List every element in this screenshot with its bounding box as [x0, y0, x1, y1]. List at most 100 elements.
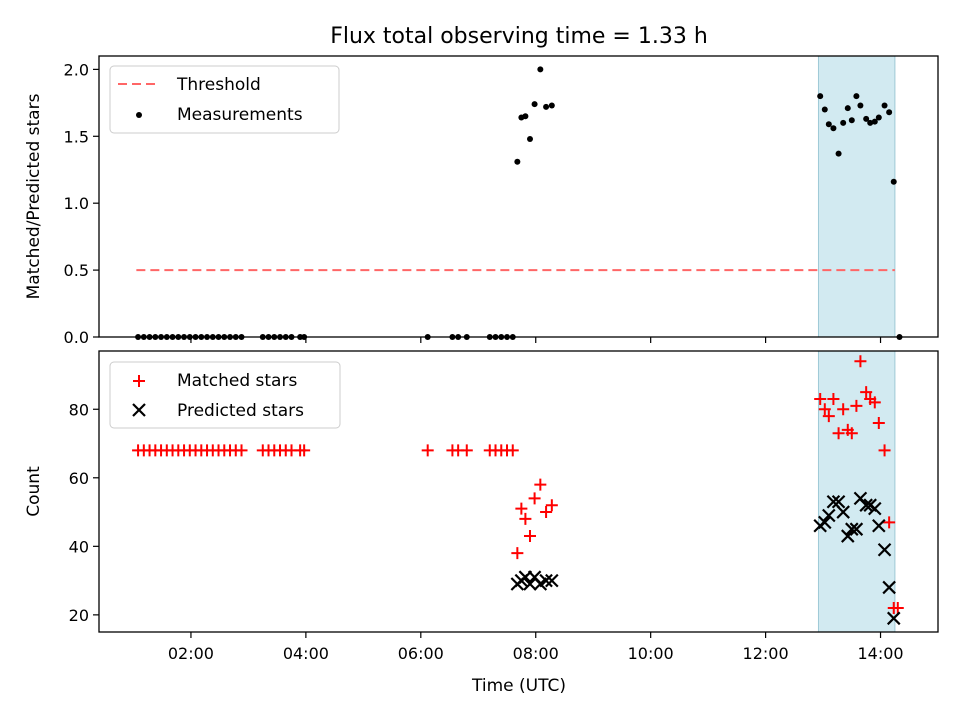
predicted-star-point [882, 580, 896, 595]
measurement-point [537, 66, 544, 73]
measurement-point [526, 135, 533, 142]
matched-star-point [822, 410, 835, 423]
matched-star-point [868, 396, 881, 409]
measurement-point [835, 150, 842, 157]
matched-star-point [545, 499, 558, 512]
predicted-star-point [845, 522, 859, 536]
axes-frame [98, 55, 939, 338]
predicted-star-point [545, 573, 559, 588]
predicted-star-point [818, 515, 832, 530]
predicted-star-point [826, 495, 841, 509]
predicted-star-point [849, 522, 864, 536]
predicted-star-point [872, 518, 886, 533]
matched-star-point [845, 427, 858, 440]
measurement-point [548, 102, 555, 109]
y-tick-label: 60 [69, 469, 89, 488]
matched-star-point [540, 506, 553, 519]
x-tick-label: 08:00 [513, 644, 559, 663]
legend-measurements-label: Measurements [177, 105, 303, 125]
y-tick-label: 20 [69, 606, 89, 625]
x-axis-label: Time (UTC) [471, 676, 566, 696]
matched-star-point [534, 478, 547, 491]
matched-star-point [519, 512, 532, 525]
matched-star-point [814, 392, 827, 405]
measurement-point [863, 115, 870, 122]
x-tick-label: 10:00 [628, 644, 674, 663]
matched-star-point [872, 416, 885, 429]
matched-star-point [421, 444, 434, 457]
measurement-point [821, 106, 828, 113]
matched-star-point [878, 444, 891, 457]
x-ticks [190, 337, 882, 343]
predicted-star-point [841, 529, 855, 543]
matched-star-point [528, 492, 541, 505]
legend: Matched stars Predicted stars [109, 361, 341, 429]
predicted-star-point [868, 501, 882, 516]
measurement-point [853, 93, 860, 100]
measurement-point [890, 178, 897, 185]
ratio-panel: 0.00.51.01.52.0 Matched/Predicted stars … [24, 55, 939, 347]
measurement-point [867, 119, 874, 126]
legend-box [109, 361, 341, 429]
legend-predicted-label: Predicted stars [177, 401, 304, 421]
y-ticks: 0.0 0.5 1.0 1.5 2.0 [64, 60, 99, 347]
matched-star-point [235, 444, 248, 457]
matched-star-point [832, 427, 845, 440]
measurement-point [875, 114, 882, 121]
chart-title: Flux total observing time = 1.33 h [330, 24, 708, 49]
y-tick-label: 1.5 [64, 127, 89, 146]
matched-star-point [523, 530, 536, 543]
measurement-point [830, 125, 837, 132]
measurement-point [531, 101, 538, 108]
axes-frame [98, 350, 939, 633]
measurement-point [844, 105, 851, 112]
measurement-point [825, 121, 832, 128]
legend-box [109, 65, 340, 134]
predicted-star-point [877, 542, 892, 557]
y-ticks: 20 40 60 80 [69, 400, 99, 625]
matched-star-point [506, 444, 519, 457]
observing-window-highlight [817, 350, 896, 633]
predicted-star-point [539, 573, 553, 588]
matched-star-point [818, 403, 831, 416]
matched-star-point [298, 444, 311, 457]
predicted-star-point [886, 611, 901, 626]
predicted-star-point [859, 498, 873, 512]
counts-panel: 20 40 60 80 02:00 04:00 06:00 08:00 10:00 12:00 1… [24, 350, 939, 696]
matched-star-point [891, 602, 904, 615]
y-tick-label: 0.0 [64, 328, 89, 347]
legend: Threshold Measurements [109, 65, 340, 134]
matched-star-point [511, 547, 524, 560]
measurement-point [543, 103, 550, 110]
matched-star-point [860, 386, 873, 399]
predicted-star-point [523, 577, 537, 591]
matched-star-point [515, 502, 528, 515]
measurement-point [848, 117, 855, 124]
predicted-star-point [836, 505, 850, 519]
y-tick-label: 80 [69, 400, 89, 419]
y-tick-label: 1.0 [64, 194, 89, 213]
matched-star-point [837, 403, 850, 416]
measurement-point [522, 113, 529, 120]
count-points [132, 355, 904, 626]
matched-star-point [883, 516, 896, 529]
y-tick-label: 0.5 [64, 261, 89, 280]
measurement-point [840, 119, 847, 126]
x-tick-label: 12:00 [743, 644, 789, 663]
matched-star-point [827, 392, 840, 405]
legend-predicted-swatch [132, 403, 146, 417]
measurement-point [514, 158, 521, 165]
measurement-point [871, 118, 878, 125]
matched-star-point [850, 399, 863, 412]
measurement-point [881, 102, 888, 109]
predicted-star-point [831, 495, 846, 509]
x-tick-label: 02:00 [168, 644, 214, 663]
measurement-point [886, 109, 893, 116]
predicted-star-point [822, 508, 836, 523]
x-tick-label: 14:00 [857, 644, 903, 663]
legend-measurements-swatch [136, 112, 142, 118]
legend-matched-swatch [133, 375, 145, 387]
y-tick-label: 40 [69, 537, 89, 556]
y-axis-label: Count [24, 466, 44, 517]
x-tick-label: 06:00 [398, 644, 444, 663]
